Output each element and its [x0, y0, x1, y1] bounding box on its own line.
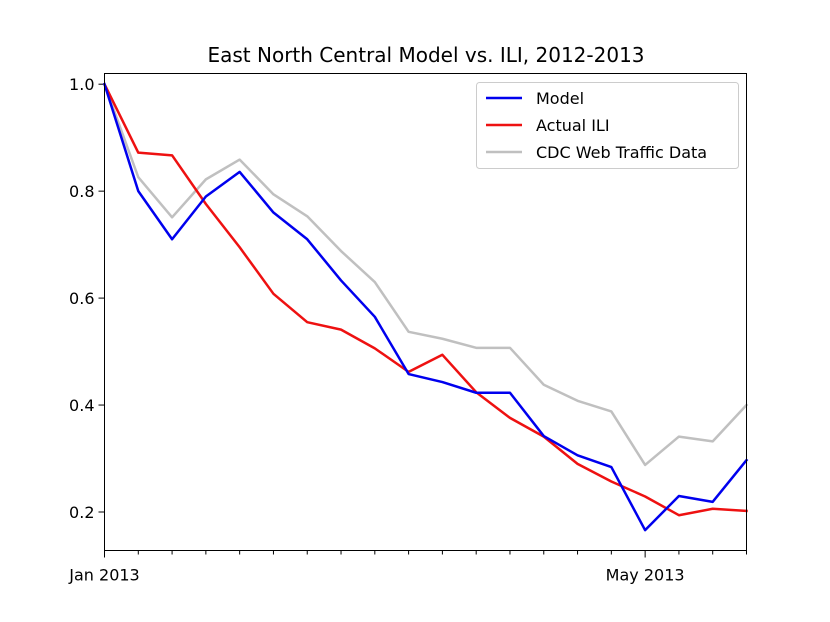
x-axis: Jan 2013 May 2013: [68, 550, 747, 585]
y-tick-label: 1.0: [69, 75, 94, 94]
y-tick-label: 0.8: [69, 182, 94, 201]
legend: Model Actual ILI CDC Web Traffic Data: [476, 82, 739, 169]
y-tick-label: 0.6: [69, 289, 94, 308]
x-tick-label: May 2013: [606, 566, 685, 585]
x-tick-label: Jan 2013: [68, 566, 139, 585]
series-line-cdc-web-traffic-data: [102, 82, 749, 467]
series-lines: [102, 82, 749, 532]
y-axis: 0.2 0.4 0.6 0.8 1.0: [69, 75, 105, 522]
series-line-actual-ili: [102, 82, 748, 517]
legend-label: CDC Web Traffic Data: [536, 143, 707, 162]
legend-box: [476, 82, 739, 169]
legend-label: Actual ILI: [536, 116, 610, 135]
y-tick-label: 0.2: [69, 503, 94, 522]
chart-title: East North Central Model vs. ILI, 2012-2…: [207, 43, 644, 67]
series-line-model: [102, 82, 749, 532]
y-tick-label: 0.4: [69, 396, 94, 415]
legend-label: Model: [536, 89, 584, 108]
plot-area-frame: [104, 73, 747, 551]
